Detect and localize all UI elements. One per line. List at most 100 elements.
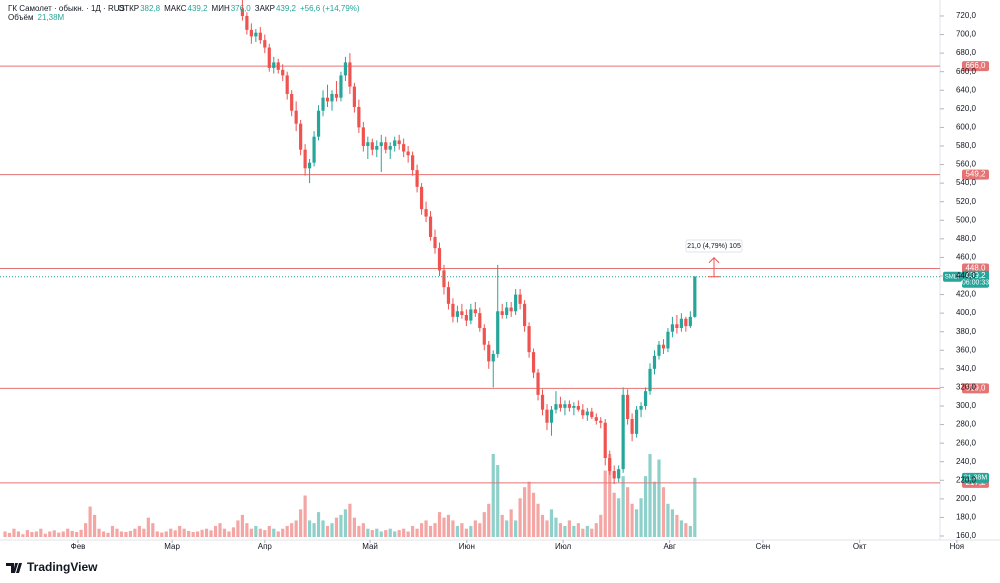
volume-bar	[670, 509, 675, 537]
candle-body	[299, 123, 303, 150]
candle-body	[437, 248, 442, 271]
volume-bar	[218, 523, 222, 537]
candle-body	[428, 216, 433, 237]
legend-label: МИН	[212, 4, 230, 13]
volume-bar	[460, 523, 464, 537]
ticker: SMLT	[945, 274, 961, 280]
candle-body	[464, 314, 468, 321]
volume-bar	[402, 528, 406, 537]
volume-bar	[43, 533, 47, 537]
volume-bar	[281, 528, 285, 537]
volume-bar	[267, 525, 271, 537]
volume-bar	[563, 525, 567, 537]
candle-body	[442, 270, 446, 288]
volume-bar	[61, 531, 65, 537]
candle-body	[514, 294, 518, 312]
volume-bar	[339, 514, 343, 537]
volume-bar	[173, 530, 177, 537]
volume-bar	[518, 498, 522, 537]
volume-bar	[621, 476, 625, 537]
volume-bar	[554, 517, 558, 537]
candle-body	[491, 353, 495, 362]
candle-body	[290, 93, 294, 111]
volume-bar	[545, 520, 549, 537]
volume-bar	[688, 525, 692, 537]
candle-body	[473, 309, 477, 314]
candle-body	[285, 75, 289, 94]
volume-bar	[70, 530, 74, 537]
logo: TradingView	[6, 560, 98, 574]
volume-bar	[142, 528, 146, 537]
y-tick-label: 240,0	[956, 457, 977, 466]
volume-bar	[348, 503, 352, 537]
volume-bar	[451, 520, 455, 537]
candle-body	[451, 303, 455, 317]
volume-bar	[34, 531, 38, 537]
volume-bar	[357, 525, 361, 537]
candle-body	[509, 307, 513, 312]
price-box	[962, 270, 989, 288]
volume-value: 21,38M	[38, 13, 65, 22]
volume-bar	[567, 520, 571, 537]
volume-bar	[128, 530, 133, 537]
volume-bar	[496, 465, 500, 537]
volume-bar	[48, 531, 52, 537]
volume-bar	[12, 528, 16, 537]
y-tick-label: 260,0	[956, 438, 977, 447]
candle-body	[652, 355, 657, 369]
volume-bar	[307, 520, 312, 537]
volume-bar	[343, 509, 348, 537]
volume-bar	[388, 528, 392, 537]
volume-bar	[119, 531, 124, 537]
volume-title: Объём	[8, 13, 34, 22]
volume-bar	[254, 525, 258, 537]
candle-body	[612, 471, 616, 479]
candle-body	[343, 62, 348, 76]
candle-body	[594, 417, 598, 421]
candle-body	[281, 69, 285, 76]
volume-bar	[3, 531, 7, 537]
level-label-box	[962, 61, 989, 72]
volume-bar	[608, 454, 612, 537]
x-tick-label: Мар	[164, 542, 180, 551]
y-tick-label: 220,0	[956, 475, 977, 484]
y-tick-label: 580,0	[956, 141, 977, 150]
candle-body	[334, 93, 339, 98]
volume-bar	[585, 525, 589, 537]
y-tick-label: 560,0	[956, 160, 977, 169]
volume-bar	[558, 523, 563, 537]
x-tick-label: Сен	[756, 542, 771, 551]
candle-body	[558, 404, 563, 408]
volume-bar	[424, 520, 428, 537]
volume-bar	[325, 525, 330, 537]
volume-bar	[196, 531, 200, 537]
volume-bar	[491, 454, 495, 537]
candle-body	[500, 311, 504, 315]
volume-bar	[612, 492, 616, 537]
volume-bar	[500, 514, 504, 537]
candle-body	[549, 409, 554, 423]
candle-body	[276, 62, 280, 70]
candle-body	[576, 405, 580, 410]
volume-bar	[617, 498, 621, 537]
candle-body	[433, 236, 437, 249]
candle-body	[258, 32, 262, 41]
volume-bar	[16, 531, 21, 537]
volume-bar	[92, 514, 97, 537]
candle-body	[348, 62, 352, 87]
volume-bar	[666, 503, 670, 537]
volume-bar	[191, 532, 195, 537]
candle-body	[446, 287, 451, 304]
candle-body	[478, 313, 482, 328]
volume-bar	[7, 532, 12, 537]
volume-bar	[536, 503, 540, 537]
legend-label: МАКС	[164, 4, 187, 13]
candle-body	[388, 145, 392, 150]
x-tick-label: Ноя	[950, 542, 965, 551]
y-tick-label: 280,0	[956, 420, 977, 429]
volume-label-box	[962, 472, 989, 483]
volume-bar	[21, 534, 25, 537]
y-tick-label: 420,0	[956, 290, 977, 299]
candle-body	[487, 344, 491, 362]
candle-body	[626, 394, 630, 419]
